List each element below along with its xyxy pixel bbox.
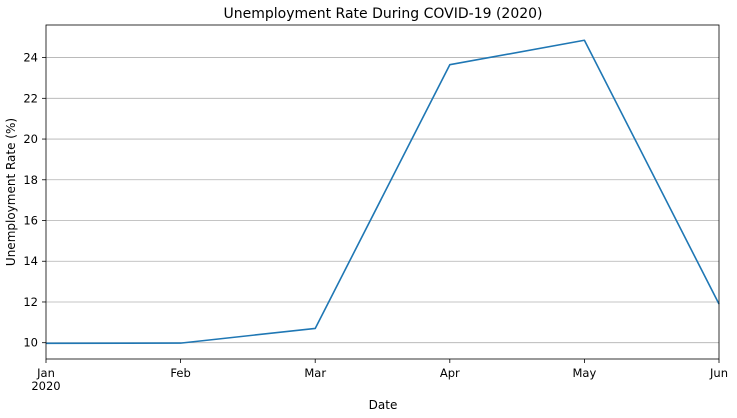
x-tick-label: Feb (170, 366, 190, 380)
y-tick-label: 20 (23, 132, 38, 146)
y-tick-label: 16 (23, 214, 38, 228)
x-axis-label: Date (369, 398, 398, 412)
x-axis: Jan Feb Mar Apr May Jun 2020 (31, 359, 728, 393)
y-tick-label: 10 (23, 336, 38, 350)
x-tick-label: Mar (304, 366, 326, 380)
x-tick-label: Jun (709, 366, 728, 380)
y-axis-label: Unemployment Rate (%) (4, 118, 18, 266)
series-layer (45, 39, 720, 345)
y-tick-label: 12 (23, 295, 38, 309)
grid-layer (46, 57, 719, 344)
x-tick-sublabel: 2020 (31, 379, 60, 393)
x-tick-label: May (573, 366, 597, 380)
y-tick-label: 24 (23, 51, 38, 65)
series-line (45, 39, 720, 345)
y-axis: 10 12 14 16 18 20 22 24 (23, 51, 46, 350)
y-tick-label: 18 (23, 173, 38, 187)
y-tick-label: 22 (23, 91, 38, 105)
x-tick-label: Jan (36, 366, 55, 380)
y-tick-label: 14 (23, 254, 38, 268)
plot-frame (45, 24, 720, 360)
chart-title: Unemployment Rate During COVID-19 (2020) (223, 6, 542, 22)
x-tick-label: Apr (440, 366, 460, 380)
